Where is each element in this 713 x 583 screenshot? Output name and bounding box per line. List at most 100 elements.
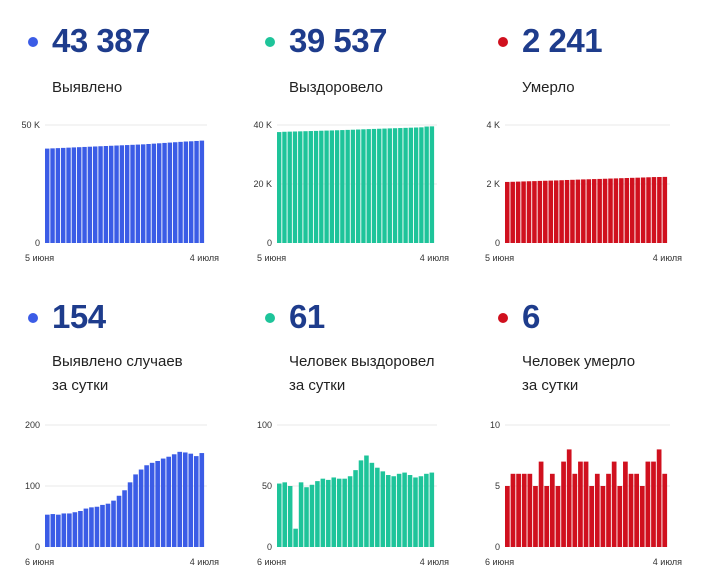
stat-label: Выздоровело [289, 76, 383, 100]
bar [282, 131, 287, 243]
bar-chart: 0 50 K 5 июня 4 июля [21, 120, 219, 263]
bar [287, 131, 292, 243]
bar [177, 451, 183, 547]
bar-chart: 0 2 K 4 K 5 июня 4 июля [485, 120, 682, 263]
bar [385, 475, 391, 547]
bar [309, 484, 315, 547]
bar [392, 128, 398, 243]
bar [71, 147, 77, 243]
bar [559, 180, 564, 243]
bar [589, 486, 595, 547]
bar [413, 477, 418, 547]
bar [83, 508, 89, 547]
stat-label: Выявлено случаев за сутки [52, 350, 183, 398]
bar [342, 478, 347, 547]
bar [608, 178, 613, 243]
bar [402, 472, 407, 547]
bar [340, 130, 345, 243]
bar [162, 142, 167, 243]
bar [521, 181, 526, 243]
bar [424, 126, 429, 243]
stat-value: 6 [522, 298, 540, 335]
bar [382, 128, 387, 243]
bar [199, 453, 205, 547]
bar [166, 456, 171, 547]
bar [50, 148, 55, 243]
bar [527, 473, 533, 547]
bar [141, 144, 146, 243]
bar [45, 514, 50, 547]
bar [199, 140, 205, 243]
bar [157, 143, 162, 243]
bar [127, 482, 133, 547]
bar [617, 486, 623, 547]
bar [144, 465, 149, 547]
bar [407, 475, 413, 547]
bar [146, 143, 151, 243]
bar [178, 141, 183, 243]
bar [424, 473, 429, 547]
bar [544, 486, 550, 547]
stat-label-line2: за сутки [52, 377, 109, 394]
stat-card-deaths-total: 2 241 Умерло 0 2 K 4 K 5 июня 4 июля [470, 0, 700, 290]
bar [575, 179, 581, 243]
y-tick-label: 4 K [486, 120, 500, 130]
bar [119, 145, 125, 243]
bar [66, 147, 71, 243]
legend-dot-icon [28, 313, 38, 323]
bar [347, 476, 353, 547]
y-tick-label: 40 K [253, 120, 272, 130]
bar [319, 130, 324, 243]
stat-label-line2: за сутки [522, 377, 579, 394]
bar [380, 471, 386, 547]
bar [597, 178, 602, 243]
stat-value: 154 [52, 298, 106, 335]
stat-label-line1: Умерло [522, 79, 575, 96]
stat-value: 43 387 [52, 22, 150, 59]
x-end-label: 4 июля [190, 557, 219, 567]
bar [98, 146, 103, 243]
stat-value: 2 241 [522, 22, 603, 59]
bar [515, 181, 521, 243]
bar [375, 467, 380, 547]
bar [578, 461, 583, 547]
bar-chart: 0 100 200 6 июня 4 июля [25, 420, 219, 567]
y-tick-label: 50 [262, 481, 272, 491]
bar [391, 476, 396, 547]
x-start-label: 5 июня [485, 253, 514, 263]
bar [356, 129, 361, 243]
bar [55, 148, 61, 243]
bar [61, 513, 67, 547]
bar [151, 143, 157, 243]
bar [398, 128, 403, 243]
bar [189, 141, 194, 243]
y-tick-label: 2 K [486, 179, 500, 189]
bar [292, 131, 298, 243]
bar [345, 129, 350, 243]
bar [516, 473, 521, 547]
stat-card-recovered-total: 39 537 Выздоровело 0 20 K 40 K 5 июня 4 июля [237, 0, 467, 290]
bar [403, 127, 408, 243]
x-end-label: 4 июля [420, 253, 449, 263]
bar [651, 177, 657, 243]
bar [188, 453, 194, 547]
bar [350, 129, 356, 243]
bar [173, 142, 178, 243]
bar-chart: 0 5 10 6 июня 4 июля [485, 420, 682, 567]
stat-value: 39 537 [289, 22, 387, 59]
legend-dot-icon [498, 37, 508, 47]
bar [320, 478, 326, 547]
bar [635, 177, 640, 243]
bar [116, 495, 122, 547]
stat-label-line1: Выявлено [52, 79, 123, 96]
bar [657, 177, 662, 243]
bar [532, 181, 537, 243]
bar [594, 473, 600, 547]
bar [371, 128, 377, 243]
bar [591, 179, 597, 243]
y-tick-label: 0 [267, 238, 272, 248]
stat-label-line1: Человек умерло [522, 353, 636, 370]
legend-dot-icon [498, 313, 508, 323]
bar [183, 141, 189, 243]
bar [429, 126, 435, 243]
